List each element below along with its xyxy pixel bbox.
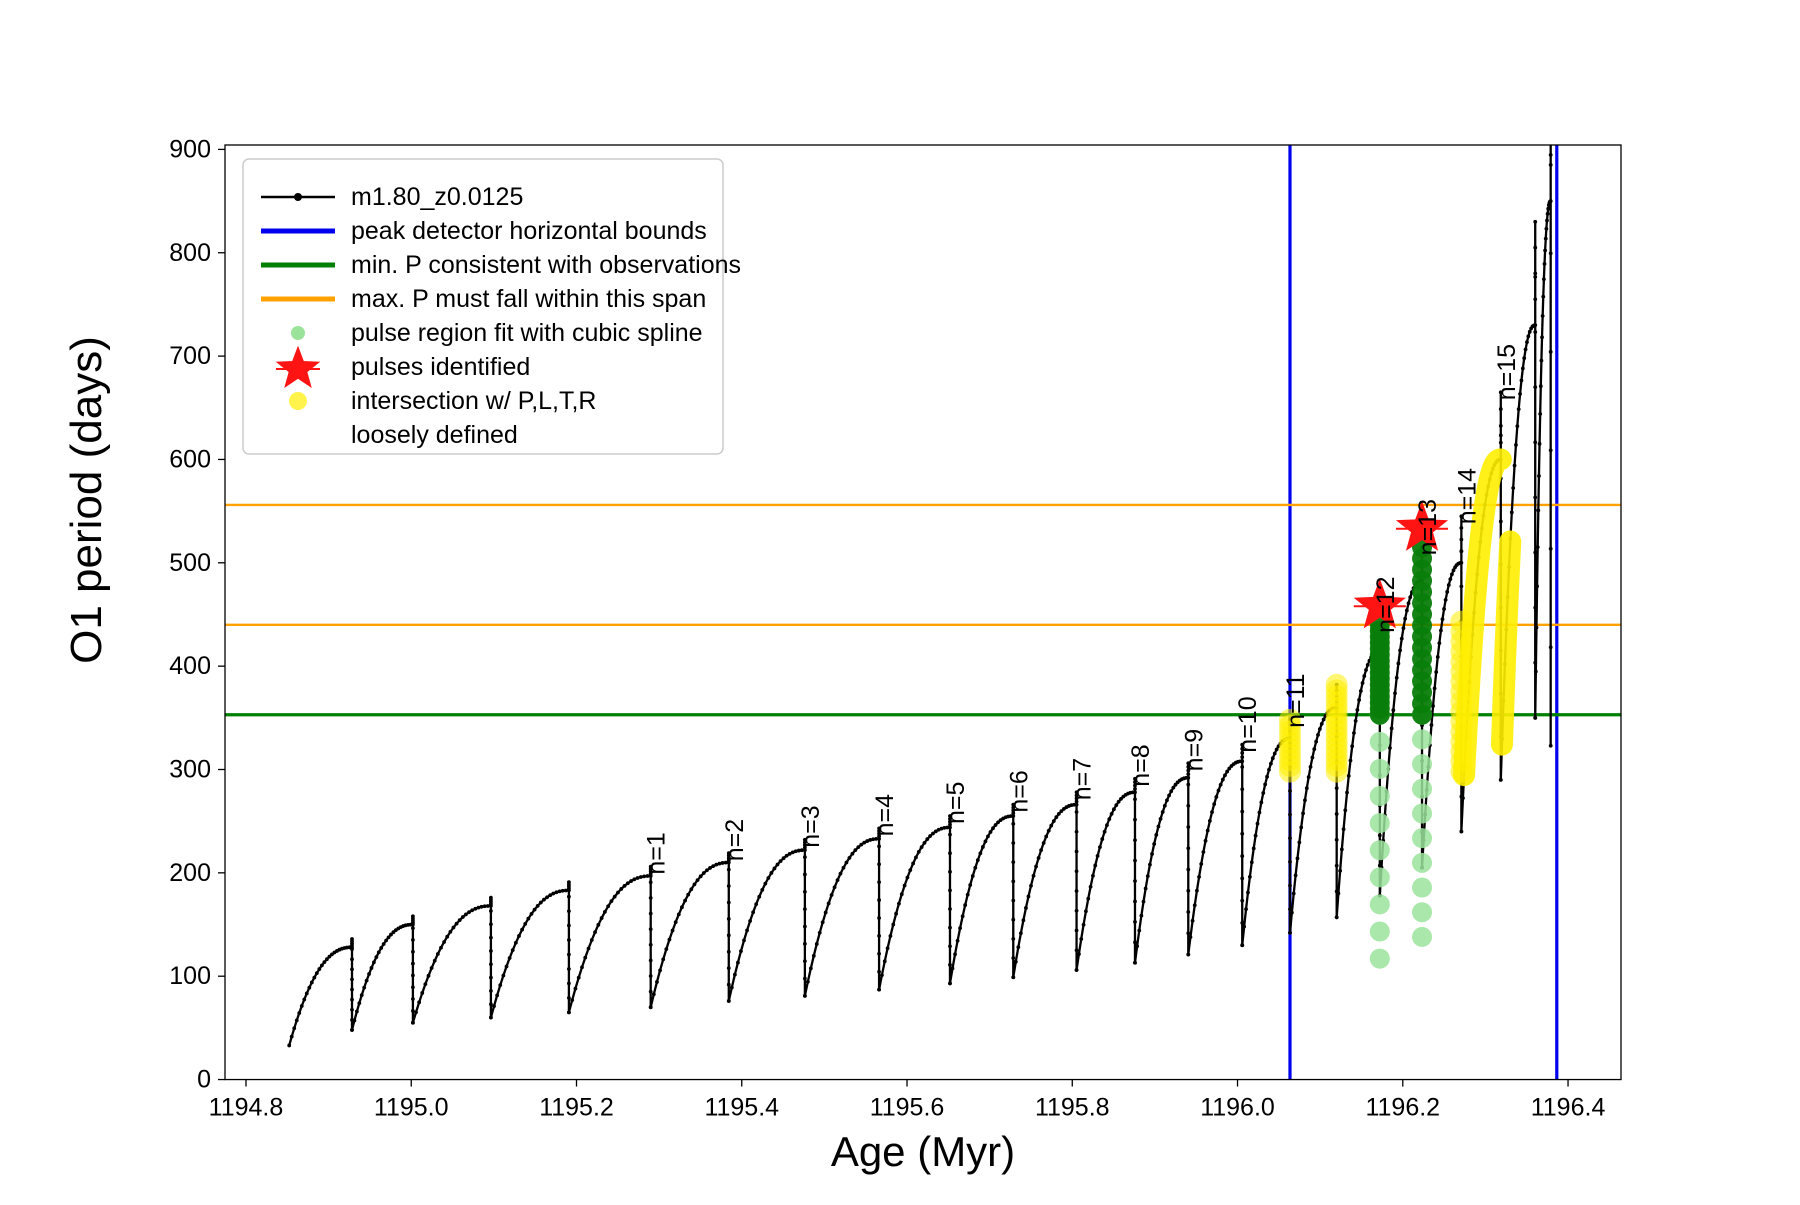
svg-text:1196.0: 1196.0	[1200, 1094, 1275, 1122]
svg-text:n=1: n=1	[643, 832, 671, 874]
svg-text:n=5: n=5	[942, 782, 970, 824]
svg-text:pulses identified: pulses identified	[351, 353, 530, 381]
svg-text:700: 700	[169, 342, 211, 370]
svg-text:n=13: n=13	[1414, 499, 1442, 555]
svg-text:n=6: n=6	[1005, 770, 1033, 812]
svg-text:1195.6: 1195.6	[870, 1094, 945, 1122]
svg-text:max. P must fall within this s: max. P must fall within this span	[351, 285, 706, 313]
svg-text:500: 500	[169, 549, 211, 577]
svg-text:1195.2: 1195.2	[539, 1094, 614, 1122]
svg-text:100: 100	[169, 962, 211, 990]
svg-text:n=3: n=3	[797, 805, 825, 847]
svg-text:900: 900	[169, 135, 211, 163]
svg-text:400: 400	[169, 652, 211, 680]
svg-text:m1.80_z0.0125: m1.80_z0.0125	[351, 183, 523, 211]
svg-text:peak detector horizontal bound: peak detector horizontal bounds	[351, 217, 707, 245]
svg-text:200: 200	[169, 859, 211, 887]
svg-text:800: 800	[169, 239, 211, 267]
svg-text:600: 600	[169, 445, 211, 473]
svg-text:n=7: n=7	[1069, 758, 1097, 800]
svg-text:1195.4: 1195.4	[704, 1094, 779, 1122]
svg-text:n=2: n=2	[721, 819, 749, 861]
svg-text:n=4: n=4	[871, 794, 899, 837]
svg-text:1196.2: 1196.2	[1365, 1094, 1440, 1122]
svg-text:min. P consistent with observa: min. P consistent with observations	[351, 251, 741, 279]
svg-text:0: 0	[197, 1066, 211, 1094]
svg-text:n=8: n=8	[1127, 744, 1155, 786]
svg-text:1195.8: 1195.8	[1035, 1094, 1110, 1122]
svg-text:n=11: n=11	[1282, 673, 1310, 727]
svg-text:n=9: n=9	[1180, 729, 1208, 771]
svg-text:n=10: n=10	[1234, 696, 1262, 752]
svg-text:1195.0: 1195.0	[374, 1094, 449, 1122]
svg-text:intersection w/ P,L,T,R: intersection w/ P,L,T,R	[351, 387, 596, 415]
svg-text:1194.8: 1194.8	[209, 1094, 284, 1122]
svg-text:1196.4: 1196.4	[1531, 1094, 1606, 1122]
svg-text:n=15: n=15	[1493, 344, 1521, 400]
svg-text:pulse region fit with cubic sp: pulse region fit with cubic spline	[351, 319, 703, 347]
svg-text:n=14: n=14	[1453, 468, 1481, 524]
svg-text:300: 300	[169, 756, 211, 784]
svg-text:loosely defined: loosely defined	[351, 421, 518, 449]
svg-text:n=12: n=12	[1372, 576, 1400, 632]
